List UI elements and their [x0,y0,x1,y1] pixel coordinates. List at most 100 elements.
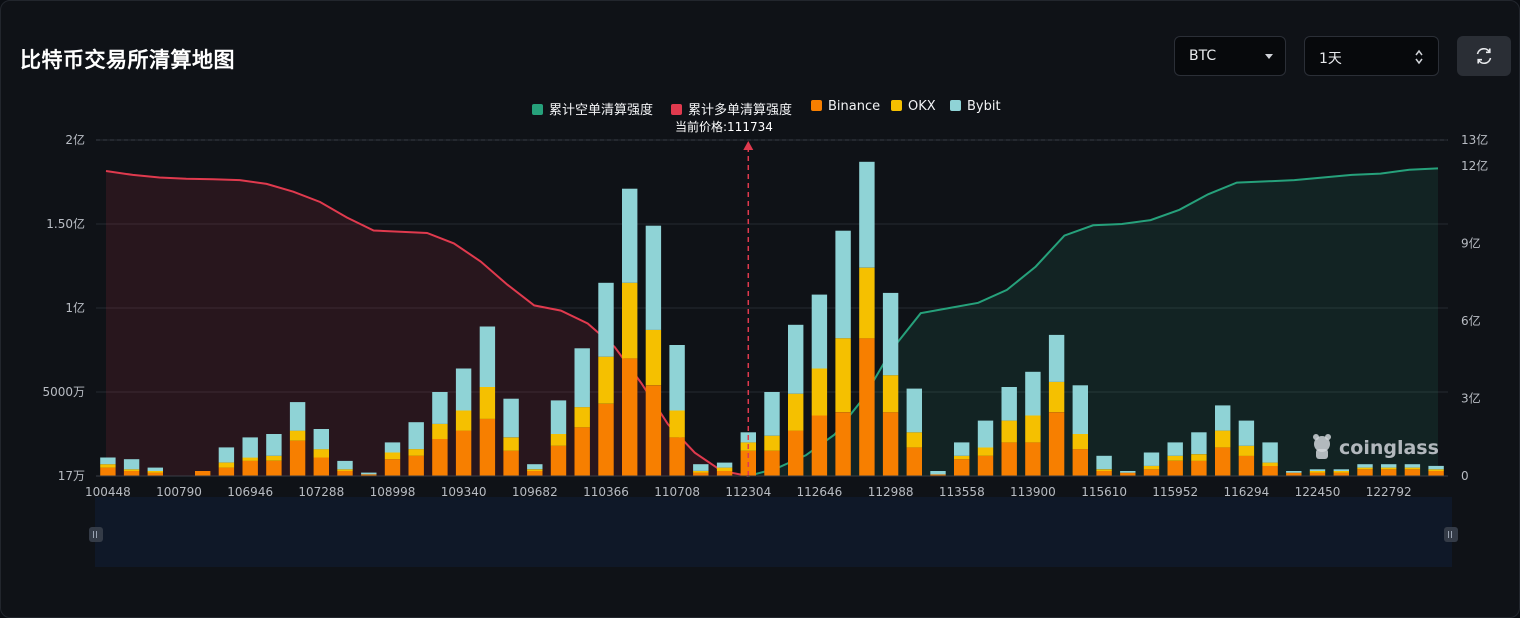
bar-okx [455,410,472,431]
bar-binance [764,450,780,476]
bar-bybit [645,225,662,330]
y-right-tick-label: 13亿 [1461,132,1488,147]
bar-okx [669,410,685,438]
zoom-slider-right-handle[interactable] [1444,527,1458,542]
bar-okx [788,393,804,431]
bar-binance [882,412,899,476]
legend-item-okx[interactable]: OKX [891,99,936,114]
y-left-tick-label: 5000万 [42,385,85,399]
liquidation-chart[interactable]: 17万 5000万 1亿 1.50亿 2亿 0 3亿 6亿 9亿 12亿 13亿 100448 1007… [0,0,1520,500]
bar-okx [1048,381,1065,413]
bar-bybit [882,292,899,376]
bar-bybit [811,294,828,369]
bar-binance [1333,472,1349,476]
bar-binance [1096,471,1112,476]
bar-okx [1025,415,1041,443]
bar-binance [195,471,211,476]
bar-binance [954,459,970,476]
bar-binance [1191,460,1207,476]
legend-label-short: 累计空单清算强度 [549,103,654,118]
x-tick-label: 116294 [1223,485,1269,499]
bar-binance [1404,469,1421,476]
bar-binance [218,467,235,476]
x-tick-label: 112646 [796,485,842,499]
bar-binance [574,427,590,476]
bar-bybit [1404,464,1421,468]
x-tick-label: 110366 [583,485,629,499]
bar-okx [1143,465,1160,470]
bar-bybit [337,460,353,470]
bar-bybit [835,230,851,339]
x-tick-label: 112988 [868,485,914,499]
bar-bybit [1309,469,1326,471]
refresh-button[interactable] [1457,36,1511,76]
chevron-down-icon [1265,54,1273,59]
bar-binance [1238,455,1255,476]
bar-bybit [1096,455,1112,470]
bar-okx [337,469,353,471]
page-title: 比特币交易所清算地图 [20,48,235,72]
bar-bybit [1167,442,1183,456]
bar-bybit [693,464,709,471]
bar-binance [693,472,709,476]
legend-label-bybit: Bybit [967,99,1001,114]
bar-okx [384,452,401,460]
x-tick-label: 100448 [85,485,131,499]
bar-binance [669,437,685,476]
bar-okx [598,356,614,404]
current-price-arrow [743,141,754,150]
bar-binance [1309,472,1326,476]
bar-binance [123,471,140,476]
y-right-tick-label: 12亿 [1461,158,1488,173]
bar-okx [811,368,828,416]
bar-binance [1381,469,1397,476]
bar-okx [1215,430,1231,448]
legend-item-short[interactable]: 累计空单清算强度 [532,99,653,118]
bar-binance [645,385,662,476]
bar-binance [1072,449,1088,476]
bar-binance [716,471,733,476]
bar-okx [432,423,448,439]
bar-binance [1001,442,1017,476]
bar-bybit [147,467,163,471]
watermark-text: coinglass [1339,437,1439,459]
legend-item-binance[interactable]: Binance [811,99,880,114]
bar-binance [242,460,258,476]
bar-bybit [930,471,946,475]
up-down-arrows-icon [1415,49,1423,65]
bar-bybit [906,388,922,433]
bar-bybit [1357,464,1373,468]
bar-bybit [1001,387,1017,421]
bar-bybit [1072,385,1088,434]
bar-bybit [1333,469,1349,471]
bar-bybit [574,348,590,408]
bar-binance [289,440,306,476]
bar-okx [954,455,970,460]
bar-bybit [100,457,116,465]
bar-okx [218,462,235,468]
legend-label-okx: OKX [908,99,936,114]
legend-label-long: 累计多单清算强度 [688,103,793,118]
coin-select-value: BTC [1189,48,1217,64]
period-select[interactable]: 1天 [1304,36,1439,76]
bar-binance [266,460,282,476]
legend-item-bybit[interactable]: Bybit [950,99,1001,114]
bar-binance [1215,447,1231,476]
bar-binance [906,447,922,476]
bar-bybit [1381,464,1397,468]
bar-okx [1404,467,1421,470]
refresh-icon [1476,48,1492,64]
coinglass-watermark: coinglass [1309,432,1439,462]
zoom-slider-left-handle[interactable] [89,527,103,542]
bar-okx [977,447,994,456]
zoom-slider-track[interactable] [95,497,1452,567]
bar-bybit [716,462,733,468]
legend-item-long[interactable]: 累计多单清算强度 [671,99,792,118]
bar-binance [977,455,994,476]
bar-okx [1262,462,1278,466]
coin-select[interactable]: BTC [1174,36,1286,76]
legend-label-binance: Binance [828,99,881,114]
bar-binance [622,358,638,476]
bar-okx [123,469,140,471]
bar-okx [550,434,567,446]
